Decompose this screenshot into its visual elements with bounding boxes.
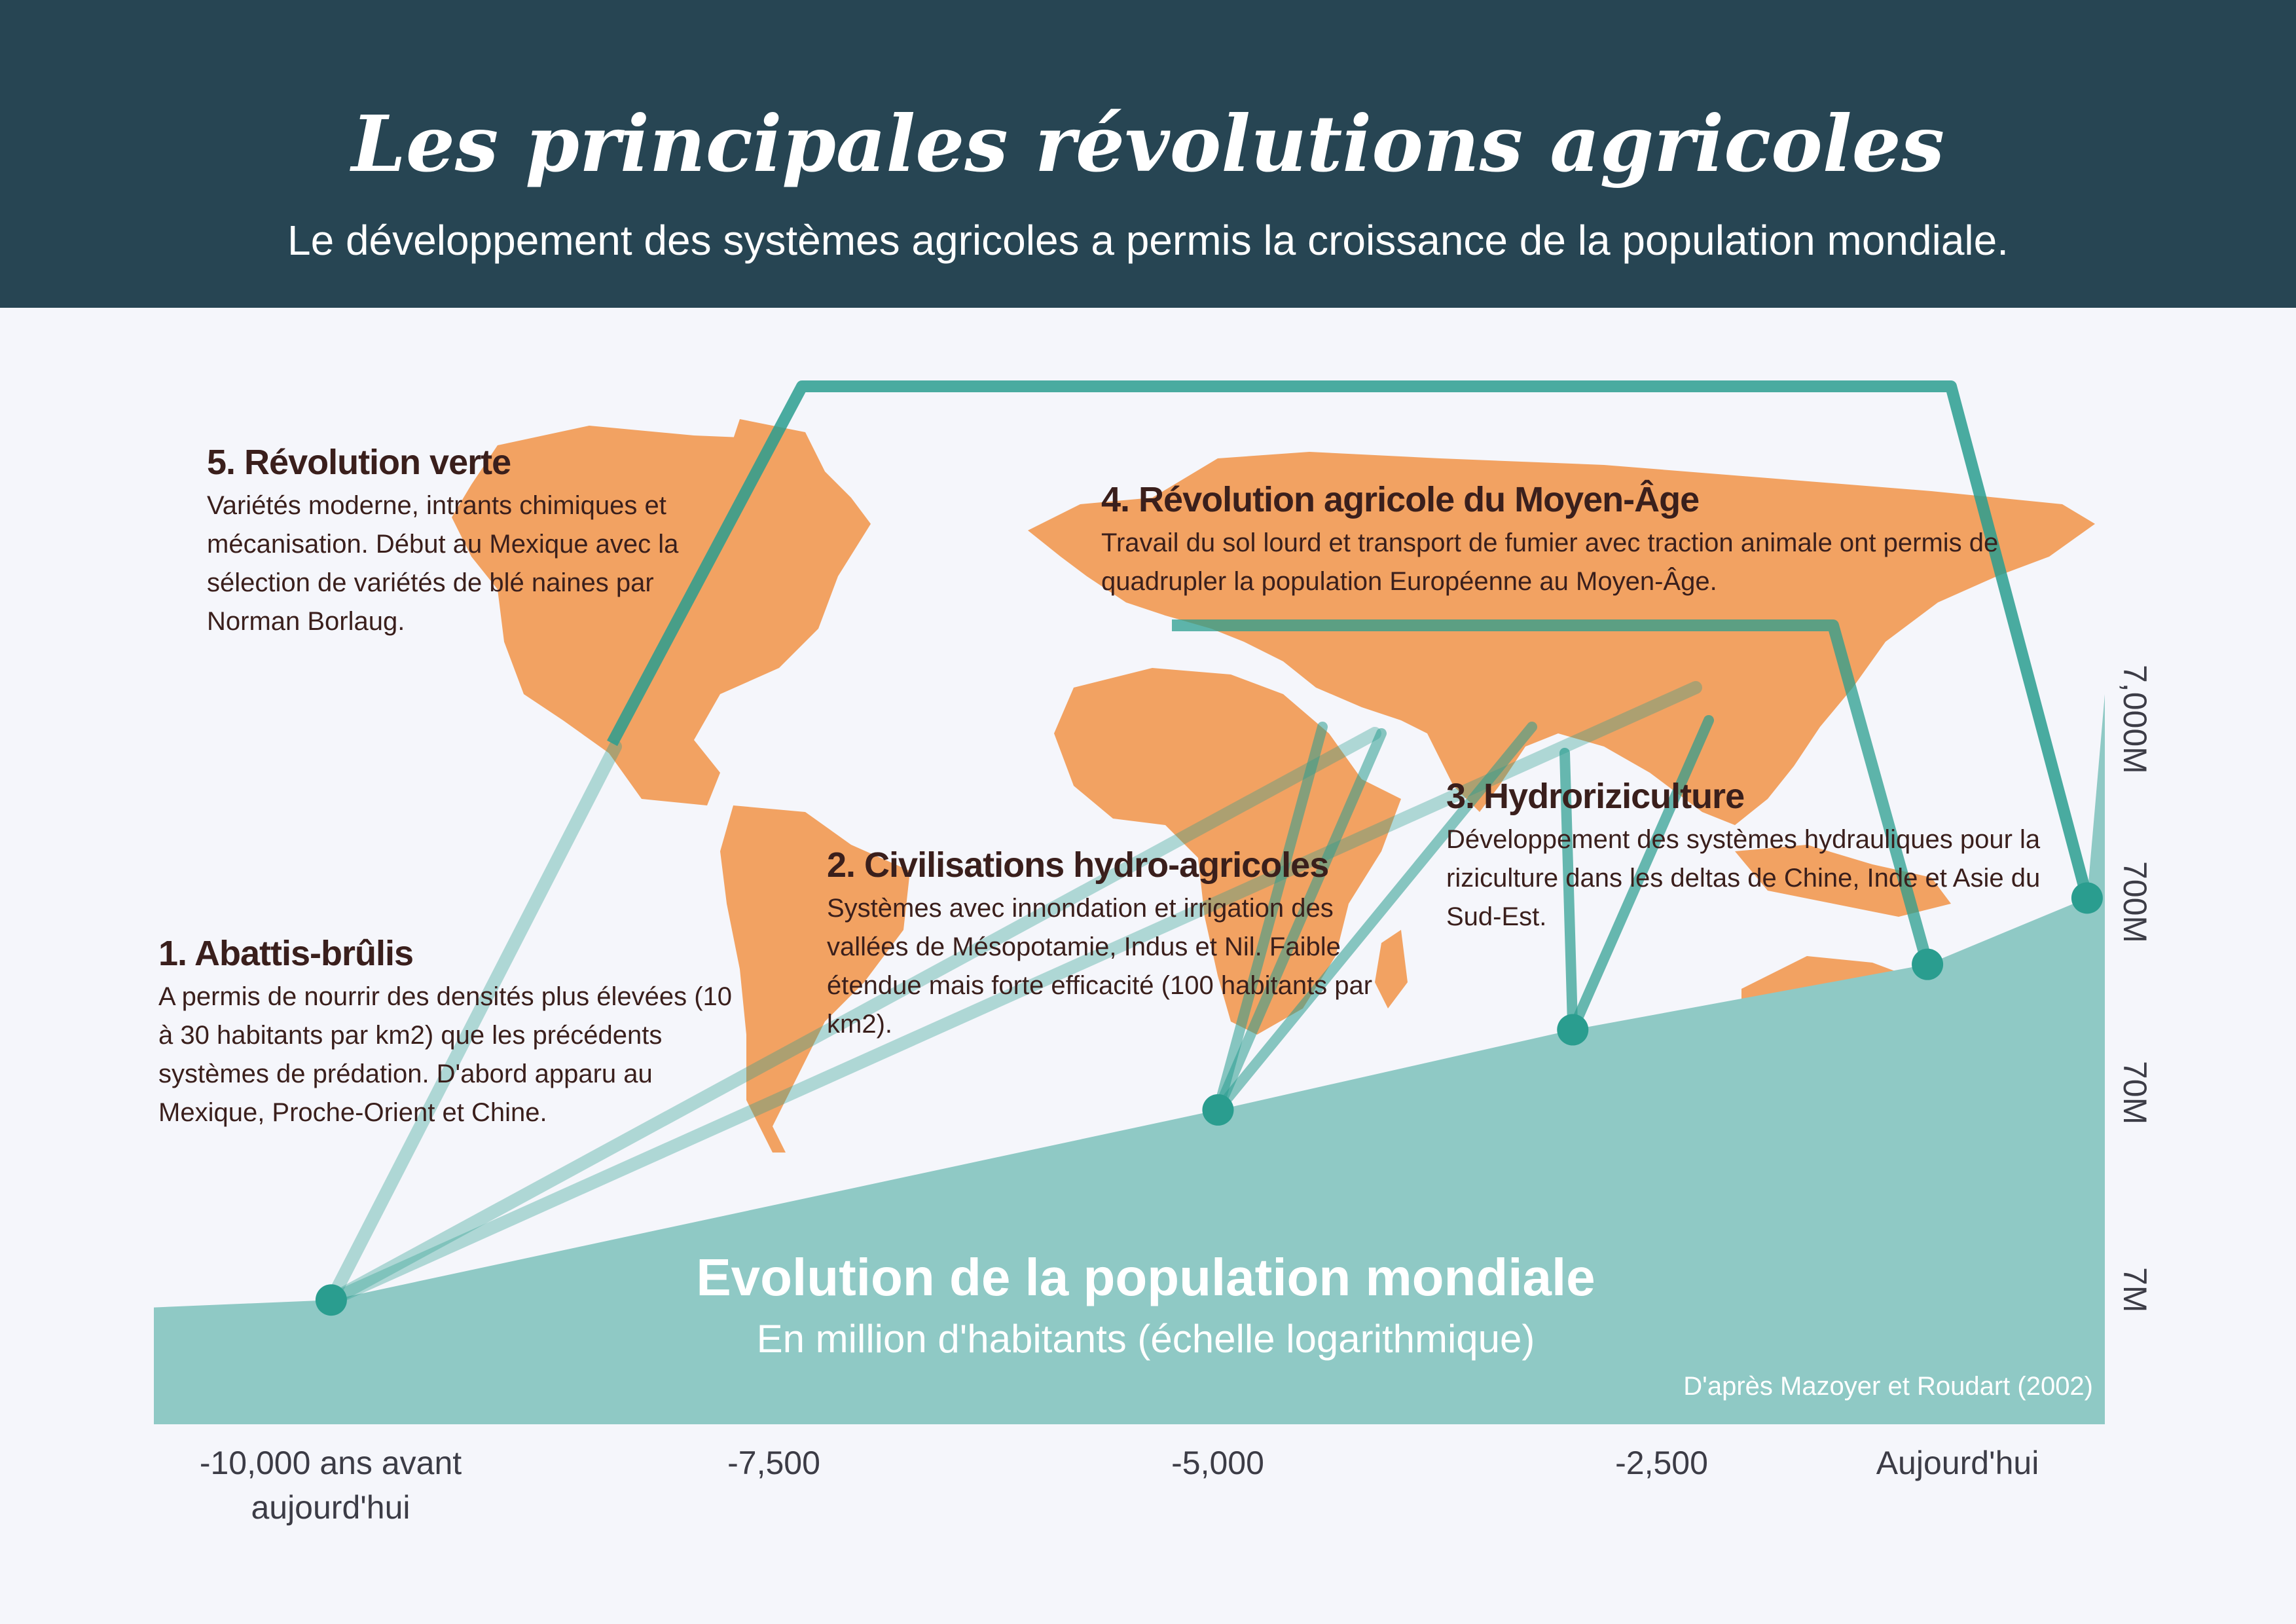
connector-line: [324, 740, 622, 1307]
annotation-revolution-verte: 5. Révolution verte Variétés moderne, in…: [207, 442, 731, 641]
page-title: Les principales révolutions agricoles: [351, 98, 1945, 189]
event-point: [1912, 948, 1944, 980]
connector-line: [324, 727, 1381, 1307]
annotation-title: 4. Révolution agricole du Moyen-Âge: [1101, 480, 1700, 519]
event-point: [2071, 882, 2103, 914]
event-point: [1557, 1014, 1589, 1046]
annotation-text: Systèmes avec innondation et irrigation …: [827, 894, 1373, 1039]
map-southeast-asia: [1735, 845, 1951, 917]
annotation-text: A permis de nourrir des densités plus él…: [158, 982, 733, 1127]
connector-line: [1212, 728, 1387, 1115]
annotation-title: 5. Révolution verte: [207, 443, 511, 482]
chart-layer: [154, 380, 2105, 1424]
chart-subtitle: En million d'habitants (échelle logarith…: [756, 1317, 1535, 1361]
chart-source: D'après Mazoyer et Roudart (2002): [1683, 1372, 2093, 1401]
x-tick-label: -10,000 ans avant aujourd'hui: [199, 1445, 462, 1526]
population-area: [154, 694, 2105, 1424]
map-north-america: [452, 426, 871, 805]
annotation-moyen-age: 4. Révolution agricole du Moyen-Âge Trav…: [1101, 479, 2083, 601]
event-point: [315, 1284, 347, 1316]
annotation-text: Travail du sol lourd et transport de fum…: [1101, 528, 1999, 596]
connector-line: [1212, 722, 1537, 1115]
annotation-hydroriziculture: 3. Hydroriziculture Développement des sy…: [1446, 776, 2068, 936]
x-tick-label: -7,500: [727, 1445, 820, 1481]
y-tick-label: 7,000M: [2117, 665, 2153, 774]
map-madagascar: [1375, 930, 1408, 1008]
annotation-title: 2. Civilisations hydro-agricoles: [827, 845, 1329, 885]
annotation-text: Variétés moderne, intrants chimiques et …: [207, 491, 679, 636]
event-point: [1202, 1094, 1234, 1126]
connector-line: [1172, 619, 1933, 967]
x-tick-label: Aujourd'hui: [1876, 1445, 2039, 1481]
connector-line: [1559, 748, 1578, 1035]
annotation-text: Développement des systèmes hydrauliques …: [1446, 825, 2041, 931]
connector-line: [1212, 722, 1328, 1115]
annotation-title: 1. Abattis-brûlis: [158, 934, 414, 973]
y-tick-label: 700M: [2117, 861, 2153, 944]
map-eurasia: [1028, 452, 2095, 825]
map-south-america: [720, 805, 910, 1153]
header-banner: Les principales révolutions agricoles Le…: [0, 0, 2296, 308]
annotation-title: 3. Hydroriziculture: [1446, 777, 1745, 816]
annotation-abattis-brulis: 1. Abattis-brûlis A permis de nourrir de…: [158, 933, 735, 1132]
y-tick-label: 7M: [2117, 1267, 2153, 1313]
x-tick-label: -2,500: [1615, 1445, 1708, 1481]
page-subtitle: Le développement des systèmes agricoles …: [287, 217, 2009, 264]
x-tick-label: -5,000: [1171, 1445, 1264, 1481]
annotation-civilisations-hydro-agricoles: 2. Civilisations hydro-agricoles Système…: [827, 845, 1416, 1044]
chart-title: Evolution de la population mondiale: [696, 1248, 1595, 1306]
y-tick-label: 70M: [2117, 1061, 2153, 1125]
connector-line: [324, 681, 1702, 1307]
connector-line: [607, 380, 2093, 900]
world-map: [452, 419, 2095, 1153]
connector-line: [1567, 715, 1714, 1035]
